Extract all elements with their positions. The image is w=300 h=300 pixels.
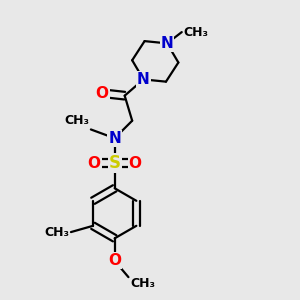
Text: O: O [108,254,121,268]
Text: O: O [96,86,109,101]
Text: CH₃: CH₃ [64,114,89,127]
Text: CH₃: CH₃ [183,26,208,39]
Text: N: N [108,131,121,146]
Text: N: N [161,36,173,51]
Text: N: N [137,72,150,87]
Text: O: O [88,156,100,171]
Text: CH₃: CH₃ [44,226,70,238]
Text: S: S [109,154,121,172]
Text: O: O [129,156,142,171]
Text: CH₃: CH₃ [130,277,155,290]
